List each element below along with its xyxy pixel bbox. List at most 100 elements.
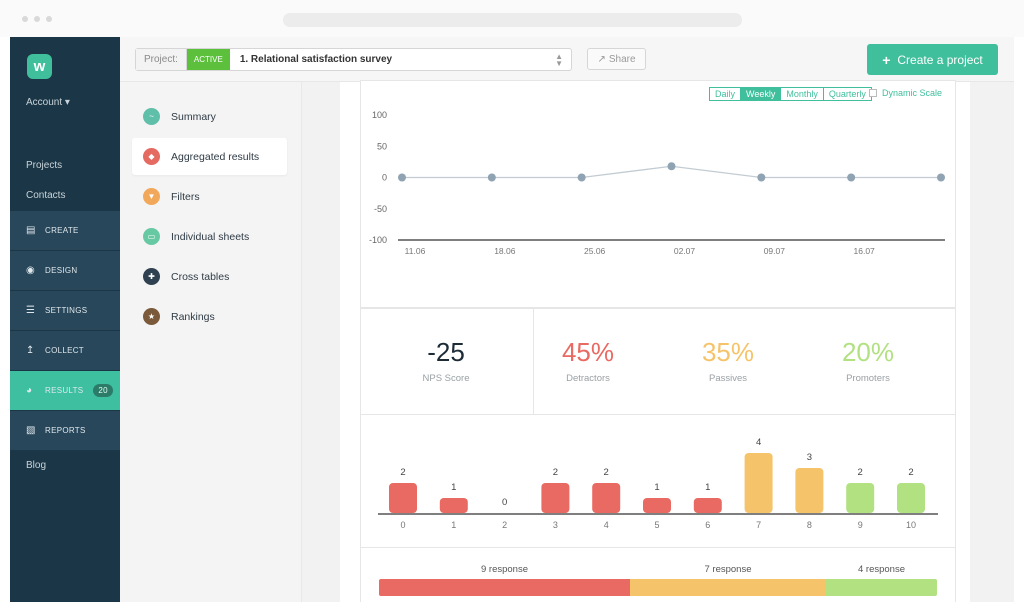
project-name: 1. Relational satisfaction survey xyxy=(239,54,393,65)
app-frame: w Account ▾ Projects Contacts ▤ CREATE ◉… xyxy=(10,37,1014,602)
data-point xyxy=(847,173,856,182)
layers-icon: ◆ xyxy=(143,148,160,165)
share-button[interactable]: ↗ Share xyxy=(587,48,646,70)
sidebar-item-collect[interactable]: ↥ COLLECT xyxy=(10,330,120,370)
window-dot-icon xyxy=(34,16,40,22)
y-tick-label: 100 xyxy=(372,110,387,120)
bar-category-label: 2 xyxy=(502,520,507,530)
bar-category-label: 5 xyxy=(654,520,659,530)
sidebar-item-settings[interactable]: ☰ SETTINGS xyxy=(10,290,120,330)
sidebar-item-label: REPORTS xyxy=(45,426,86,435)
nps-score-value: -25 xyxy=(427,337,465,367)
x-tick-label: 16.07 xyxy=(854,246,876,256)
bar-category-label: 1 xyxy=(451,520,456,530)
data-point xyxy=(757,173,766,182)
detractors-stat: 45% Detractors xyxy=(513,309,663,384)
y-tick-label: 0 xyxy=(382,173,387,183)
score-bar xyxy=(846,483,875,513)
create-project-label: Create a project xyxy=(897,52,983,67)
results-content: Daily Weekly Monthly Quarterly Dynamic S… xyxy=(340,80,970,602)
upload-icon: ↥ xyxy=(26,345,35,356)
response-split-panel: 9 response 7 response 4 response xyxy=(360,547,956,602)
plus-icon: + xyxy=(882,51,891,68)
sidebar-link-blog[interactable]: Blog xyxy=(26,460,47,471)
sidebar-item-label: CREATE xyxy=(45,226,79,235)
score-bar xyxy=(439,498,468,513)
status-badge: ACTIVE xyxy=(186,49,230,70)
detractors-label: Detractors xyxy=(566,373,610,384)
bar-value-label: 2 xyxy=(858,467,863,478)
project-selector[interactable]: Project: ACTIVE 1. Relational satisfacti… xyxy=(135,48,572,71)
funnel-icon: ▼ xyxy=(143,188,160,205)
palette-icon: ◉ xyxy=(26,265,36,276)
bar-value-label: 2 xyxy=(604,467,609,478)
window-dot-icon xyxy=(46,16,52,22)
checkbox-icon[interactable] xyxy=(869,89,877,97)
sidebar-item-reports[interactable]: ▧ REPORTS xyxy=(10,410,120,450)
bar-category-label: 6 xyxy=(705,520,710,530)
bar-value-label: 0 xyxy=(502,497,507,508)
star-icon: ★ xyxy=(143,308,160,325)
logo[interactable]: w xyxy=(27,54,52,79)
passives-response-label: 7 response xyxy=(704,564,752,575)
promoters-segment xyxy=(826,579,937,596)
submenu-item-label: Cross tables xyxy=(171,270,230,283)
promoters-value: 20% xyxy=(841,337,895,367)
y-tick-label: -50 xyxy=(374,204,387,214)
score-bar xyxy=(592,483,621,513)
bar-value-label: 2 xyxy=(553,467,558,478)
sidebar-item-results[interactable]: ◕ RESULTS 20 xyxy=(10,370,120,410)
content-gutter-right xyxy=(970,82,1014,602)
submenu-item-individual-sheets[interactable]: ▭ Individual sheets xyxy=(132,218,287,255)
submenu-item-rankings[interactable]: ★ Rankings xyxy=(132,298,287,335)
period-quarterly-button[interactable]: Quarterly xyxy=(822,87,872,101)
passives-stat: 35% Passives xyxy=(653,309,803,384)
grid-icon: ✚ xyxy=(143,268,160,285)
submenu-item-aggregated-results[interactable]: ◆ Aggregated results xyxy=(132,138,287,175)
sidebar-item-label: SETTINGS xyxy=(45,306,88,315)
bar-category-label: 8 xyxy=(807,520,812,530)
x-tick-label: 02.07 xyxy=(674,246,696,256)
account-menu[interactable]: Account ▾ xyxy=(26,97,70,108)
bar-value-label: 4 xyxy=(756,437,761,448)
promoters-response-label: 4 response xyxy=(857,564,905,575)
x-tick-label: 25.06 xyxy=(584,246,606,256)
nps-score-stat: -25 NPS Score xyxy=(371,309,521,384)
x-tick-label: 18.06 xyxy=(494,246,516,256)
sidebar-item-create[interactable]: ▤ CREATE xyxy=(10,210,120,250)
submenu-item-label: Rankings xyxy=(171,310,215,323)
sidebar-item-design[interactable]: ◉ DESIGN xyxy=(10,250,120,290)
submenu-item-label: Individual sheets xyxy=(171,230,250,243)
data-point xyxy=(398,173,406,182)
x-tick-label: 09.07 xyxy=(764,246,786,256)
bar-value-label: 1 xyxy=(705,482,710,493)
y-tick-label: 50 xyxy=(377,141,387,151)
y-tick-label: -100 xyxy=(369,235,387,245)
bar-chart-icon: ▧ xyxy=(26,425,36,436)
create-project-button[interactable]: + Create a project xyxy=(867,44,998,75)
dynamic-scale-toggle[interactable]: Dynamic Scale xyxy=(869,88,942,98)
sidebar-item-label: COLLECT xyxy=(45,346,84,355)
score-bar xyxy=(693,498,722,513)
sidebar-link-projects[interactable]: Projects xyxy=(26,160,63,171)
results-submenu: ~ Summary ◆ Aggregated results ▼ Filters… xyxy=(120,82,302,602)
submenu-item-filters[interactable]: ▼ Filters xyxy=(132,178,287,215)
browser-bar xyxy=(0,0,1024,37)
share-label: Share xyxy=(608,53,636,65)
promoters-label: Promoters xyxy=(846,373,890,384)
bar-value-label: 2 xyxy=(400,467,405,478)
submenu-item-cross-tables[interactable]: ✚ Cross tables xyxy=(132,258,287,295)
bar-category-label: 9 xyxy=(858,520,863,530)
clipboard-icon: ▤ xyxy=(26,225,36,236)
submenu-item-summary[interactable]: ~ Summary xyxy=(132,98,287,135)
bar-category-label: 3 xyxy=(553,520,558,530)
bar-value-label: 1 xyxy=(451,482,456,493)
sidebar-link-contacts[interactable]: Contacts xyxy=(26,190,66,201)
sidebar-item-label: RESULTS xyxy=(45,386,84,395)
score-distribution-panel: 2 0 1 1 0 2 2 3 2 4 1 5 1 6 4 7 3 8 2 9 2 10 xyxy=(360,414,956,548)
content-gutter xyxy=(302,82,340,602)
address-bar[interactable] xyxy=(283,13,742,27)
select-arrows-icon: ▲ ▼ xyxy=(555,51,563,68)
x-tick-label: 11.06 xyxy=(405,246,426,256)
bar-value-label: 2 xyxy=(908,467,913,478)
